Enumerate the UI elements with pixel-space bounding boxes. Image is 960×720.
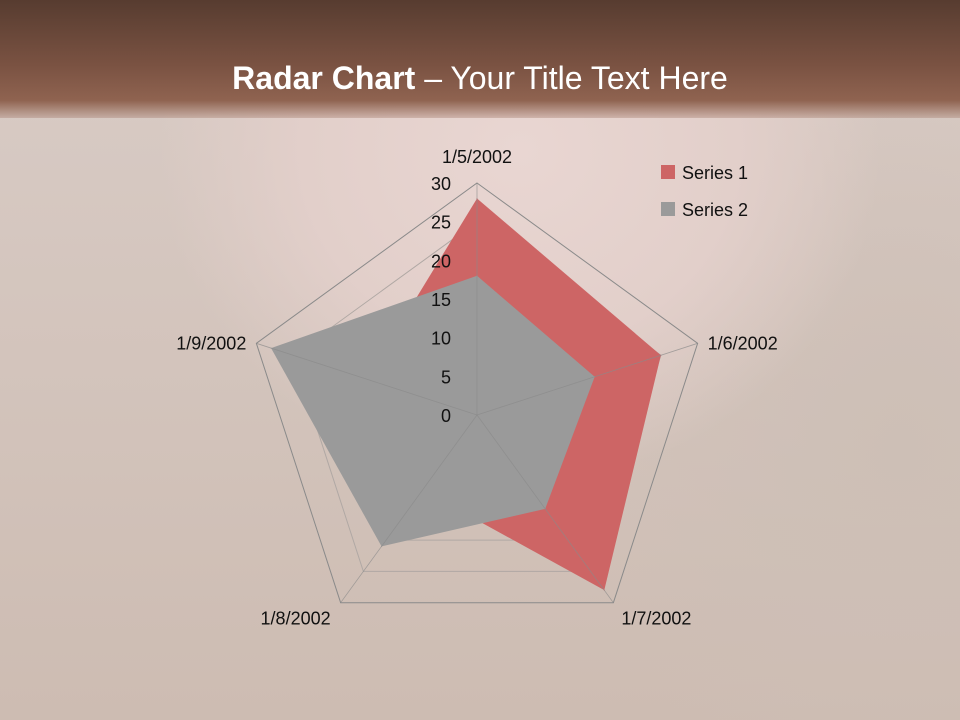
r-tick-label: 15	[431, 290, 451, 310]
r-tick-label: 25	[431, 213, 451, 233]
legend-label: Series 2	[682, 200, 748, 220]
axis-spoke	[340, 414, 478, 603]
r-tick-label: 30	[431, 174, 451, 194]
title-rest: – Your Title Text Here	[415, 60, 728, 96]
grid-ring	[255, 182, 699, 604]
slide-title: Radar Chart – Your Title Text Here	[0, 60, 960, 97]
category-label: 1/7/2002	[621, 609, 691, 629]
r-tick-label: 0	[441, 406, 451, 426]
series-2-area	[271, 275, 595, 547]
axis-spoke	[476, 414, 614, 603]
axis-spoke	[256, 342, 478, 416]
category-label: 1/6/2002	[708, 333, 778, 353]
axis-spoke	[476, 342, 698, 416]
category-label: 1/5/2002	[442, 147, 512, 167]
title-bold: Radar Chart	[232, 60, 416, 96]
r-tick-label: 10	[431, 329, 451, 349]
title-band	[0, 0, 960, 118]
r-tick-label: 5	[441, 367, 451, 387]
legend-swatch	[661, 165, 675, 179]
legend-label: Series 1	[682, 163, 748, 183]
r-tick-label: 20	[431, 251, 451, 271]
category-label: 1/8/2002	[261, 609, 331, 629]
category-label: 1/9/2002	[176, 333, 246, 353]
legend-swatch	[661, 202, 675, 216]
